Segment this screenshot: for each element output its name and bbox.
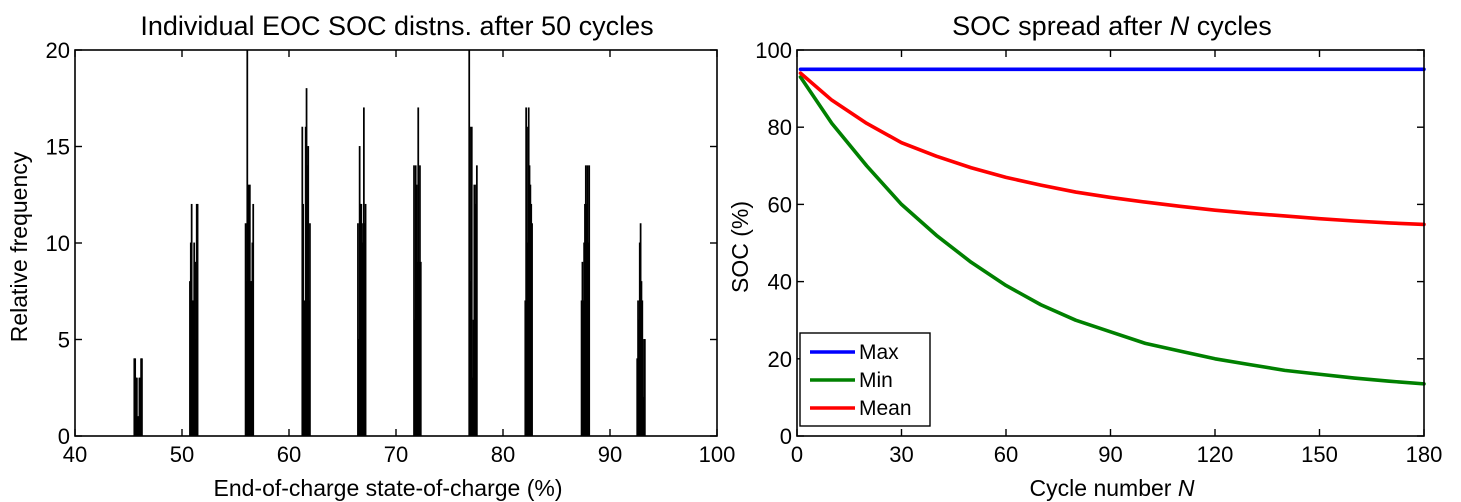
legend-label-min: Min — [859, 369, 893, 392]
soc-spread-y-tick-label: 100 — [755, 38, 792, 63]
histogram-x-tick-label: 80 — [491, 442, 515, 467]
soc-spread-lines — [798, 67, 1426, 386]
series-line-min — [798, 75, 1426, 386]
soc-spread-axes: 0 30 60 90 120 150 180 0 20 40 60 80 100 — [755, 38, 1442, 467]
histogram-x-tick-label: 60 — [277, 442, 301, 467]
soc-spread-x-axis-title: Cycle number N — [1030, 475, 1195, 501]
histogram-x-tick-label: 100 — [699, 442, 736, 467]
series-line-mean — [798, 71, 1426, 227]
soc-spread-title: SOC spread after N cycles — [952, 11, 1272, 41]
histogram-bar-2-9 — [252, 203, 255, 437]
histogram-x-tick-label: 90 — [598, 442, 622, 467]
soc-spread-y-tick-label: 40 — [768, 270, 792, 295]
soc-spread-x-tick-label: 0 — [791, 442, 803, 467]
histogram-plot-frame — [74, 49, 718, 437]
histogram-bar-0-9 — [141, 358, 143, 437]
soc-spread-x-tick-label: 90 — [1098, 442, 1122, 467]
histogram-y-tick-label: 15 — [46, 135, 70, 160]
soc-spread-x-tick-label: 150 — [1301, 442, 1338, 467]
histogram-bar-8-9 — [588, 165, 591, 437]
histogram-bar-5-8 — [419, 261, 422, 437]
legend-label-max: Max — [859, 341, 899, 364]
histogram-bar-9-9 — [643, 339, 646, 437]
histogram-bar-3-9 — [309, 223, 311, 437]
histogram-title: Individual EOC SOC distns. after 50 cycl… — [140, 11, 653, 41]
histogram-chart: Individual EOC SOC distns. after 50 cycl… — [6, 11, 735, 501]
histogram-y-tick-label: 5 — [58, 328, 70, 353]
histogram-bar-4-9 — [364, 203, 367, 437]
histogram-y-axis-title: Relative frequency — [6, 151, 32, 342]
legend-label-mean: Mean — [859, 397, 912, 420]
soc-spread-legend: Max Min Mean — [799, 332, 931, 427]
soc-spread-y-tick-label: 20 — [768, 347, 792, 372]
soc-spread-x-tick-label: 60 — [994, 442, 1018, 467]
soc-spread-y-axis-title: SOC (%) — [727, 201, 753, 293]
histogram-y-tick-label: 0 — [58, 424, 70, 449]
histogram-y-tick-label: 20 — [46, 38, 70, 63]
histogram-x-tick-label: 50 — [170, 442, 194, 467]
soc-spread-y-tick-label: 80 — [768, 115, 792, 140]
histogram-bars — [133, 49, 646, 437]
histogram-axes: 40 50 60 70 80 90 100 0 5 10 15 20 — [46, 38, 736, 467]
histogram-bar-1-9 — [196, 203, 199, 437]
soc-spread-x-tick-label: 120 — [1197, 442, 1234, 467]
soc-spread-x-tick-label: 180 — [1406, 442, 1443, 467]
histogram-bar-7-8 — [531, 223, 533, 437]
soc-spread-y-tick-label: 0 — [780, 424, 792, 449]
histogram-y-tick-label: 10 — [46, 231, 70, 256]
soc-spread-y-tick-label: 60 — [768, 192, 792, 217]
histogram-bar-6-9 — [475, 165, 478, 437]
soc-spread-chart: SOC spread after N cycles 0 30 60 90 120 150 1… — [727, 11, 1442, 501]
histogram-x-tick-label: 70 — [384, 442, 408, 467]
soc-spread-x-tick-label: 30 — [889, 442, 913, 467]
histogram-x-axis-title: End-of-charge state-of-charge (%) — [214, 475, 563, 501]
histogram-x-tick-label: 40 — [63, 442, 87, 467]
